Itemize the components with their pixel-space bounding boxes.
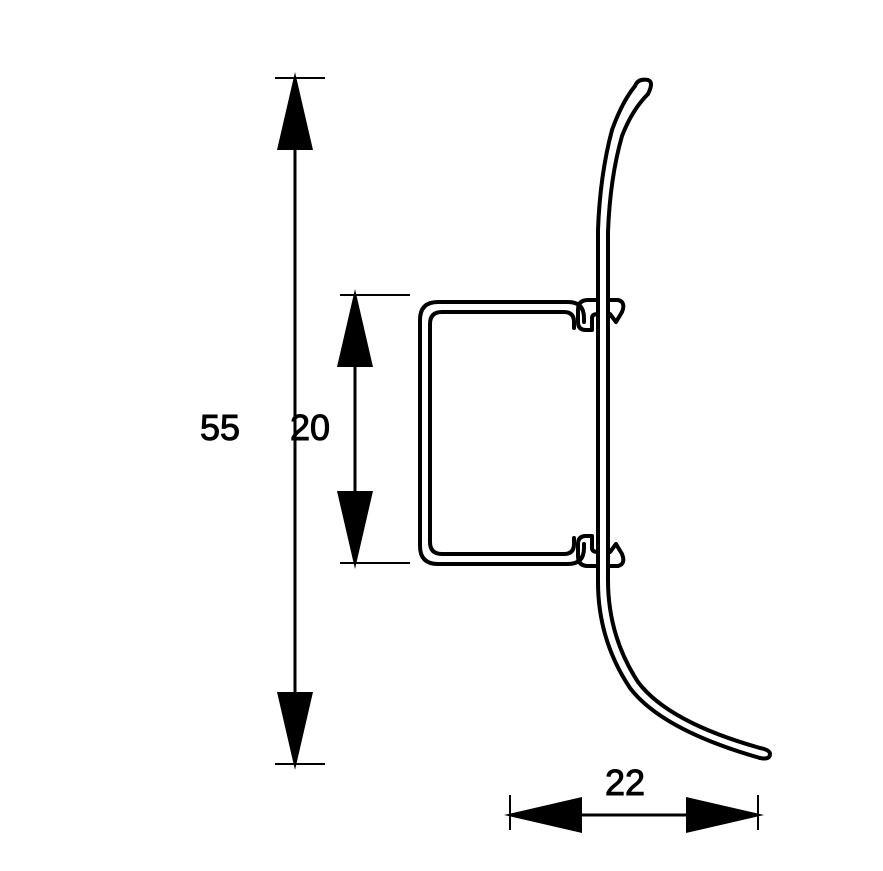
dim-channel-height-label: 20 — [290, 407, 330, 448]
technical-drawing: 55 20 22 — [0, 0, 883, 871]
profile-top-tip — [635, 80, 651, 94]
dim-channel-height: 20 — [290, 295, 410, 563]
dim-depth: 22 — [510, 762, 758, 830]
dim-depth-label: 22 — [605, 762, 645, 803]
profile-group — [420, 80, 770, 759]
cable-channel-outer — [420, 302, 584, 564]
dimensions-group: 55 20 22 — [200, 78, 758, 830]
profile-bottom-tip — [760, 748, 770, 759]
profile-inner-face — [608, 94, 760, 748]
cable-channel-inner — [430, 312, 574, 554]
dim-overall-height-label: 55 — [200, 407, 240, 448]
